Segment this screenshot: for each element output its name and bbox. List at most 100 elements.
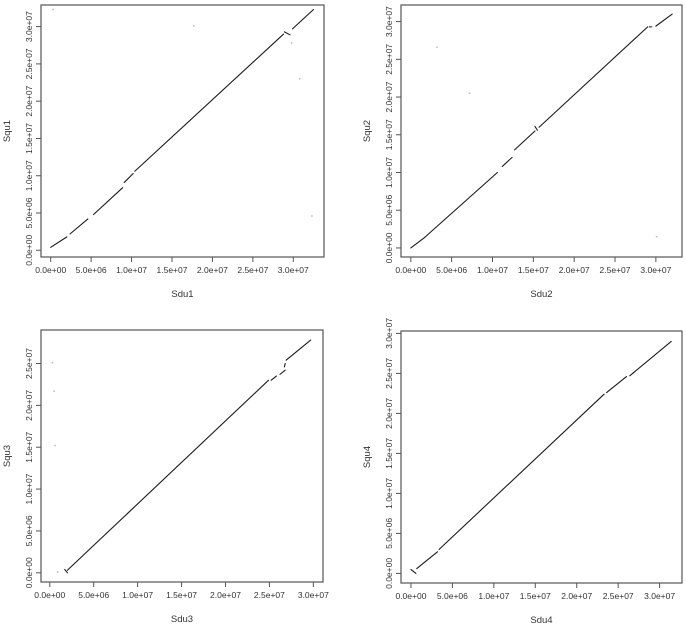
- plot-frame: [400, 330, 683, 584]
- x-tick-label: 5.0e+06: [78, 590, 109, 600]
- x-tick-label: 0.0e+00: [395, 265, 426, 275]
- alignment-segment: [424, 171, 498, 238]
- alignment-segment: [655, 13, 673, 27]
- outlier-points: [52, 8, 313, 217]
- outlier-point: [290, 42, 293, 44]
- outlier-point: [52, 8, 55, 11]
- alignment-segment: [606, 376, 628, 394]
- outlier-point: [468, 92, 471, 95]
- alignment-segment: [285, 339, 312, 361]
- x-tick-label: 5.0e+06: [76, 265, 107, 275]
- alignment-segment: [416, 551, 439, 570]
- x-tick-label: 0.0e+00: [34, 590, 65, 600]
- y-tick-label: 1.0e+07: [24, 473, 34, 504]
- alignment-segment: [50, 236, 68, 248]
- outlier-point: [56, 571, 59, 573]
- x-tick-label: 1.5e+07: [520, 591, 551, 601]
- y-tick-label: 2.5e+07: [384, 358, 394, 389]
- y-axis-label: Squ4: [362, 446, 373, 468]
- y-axis: 0.0e+00 5.0e+06 1.0e+07 1.5e+07 2.0e+07 2.5e+…: [24, 348, 41, 588]
- y-tick-label: 5.0e+06: [24, 197, 34, 228]
- x-tick-label: 3.0e+07: [644, 591, 675, 601]
- y-tick-label: 1.5e+07: [24, 123, 34, 154]
- plot-frame: [40, 329, 324, 583]
- alignment-segment: [513, 130, 536, 151]
- y-tick-label: 3.0e+07: [24, 11, 34, 42]
- y-tick-label: 2.5e+07: [24, 348, 34, 379]
- x-tick-label: 2.0e+07: [559, 265, 590, 275]
- y-axis: 0.0e+00 5.0e+06 1.0e+07 1.5e+07 2.0e+07 2.5e+…: [384, 6, 401, 263]
- dotplot-panel-3: 0.0e+00 5.0e+06 1.0e+07 1.5e+07 2.0e+07 2.5e+…: [2, 329, 329, 624]
- y-axis-label: Squ2: [362, 120, 373, 142]
- x-tick-label: 5.0e+06: [436, 265, 467, 275]
- x-tick-label: 3.0e+07: [278, 265, 309, 275]
- y-tick-label: 1.0e+07: [24, 160, 34, 191]
- alignment-segment: [64, 568, 68, 574]
- y-tick-label: 2.0e+07: [384, 81, 394, 112]
- x-axis-label: Sdu1: [171, 289, 193, 300]
- x-tick-label: 1.0e+07: [478, 591, 509, 601]
- alignment-segment: [93, 187, 124, 216]
- alignment-segment: [501, 156, 513, 168]
- y-tick-label: 5.0e+06: [24, 515, 34, 546]
- outlier-point: [54, 444, 56, 447]
- y-tick-label: 1.0e+07: [384, 157, 394, 188]
- x-tick-label: 3.0e+07: [640, 265, 671, 275]
- alignment-segment: [410, 568, 417, 574]
- x-tick-label: 2.5e+07: [600, 265, 631, 275]
- x-tick-label: 2.5e+07: [254, 590, 285, 600]
- alignment-segments: [410, 13, 673, 249]
- y-tick-label: 0.0e+00: [384, 558, 394, 589]
- y-tick-label: 0.0e+00: [384, 232, 394, 263]
- outlier-points: [436, 46, 658, 238]
- plot-frame: [40, 4, 325, 258]
- alignment-segment: [291, 8, 315, 30]
- x-tick-label: 2.0e+07: [561, 591, 592, 601]
- x-tick-label: 0.0e+00: [35, 265, 66, 275]
- y-axis-label: Squ3: [2, 445, 13, 467]
- y-tick-label: 3.0e+07: [384, 318, 394, 349]
- alignment-segment: [270, 375, 277, 381]
- y-tick-label: 1.5e+07: [384, 438, 394, 469]
- x-tick-label: 2.5e+07: [603, 591, 634, 601]
- y-tick-label: 0.0e+00: [24, 235, 34, 266]
- alignment-segment: [538, 26, 649, 128]
- x-tick-label: 2.0e+07: [197, 265, 228, 275]
- outlier-point: [298, 77, 301, 80]
- x-axis-label: Sdu4: [530, 615, 552, 624]
- y-tick-label: 1.5e+07: [384, 119, 394, 150]
- alignment-segments: [64, 339, 312, 574]
- y-tick-label: 1.5e+07: [24, 431, 34, 462]
- x-tick-label: 5.0e+06: [437, 591, 468, 601]
- alignment-segment: [69, 218, 89, 235]
- outlier-point: [310, 215, 313, 217]
- y-tick-label: 5.0e+06: [384, 194, 394, 225]
- outlier-points: [51, 361, 59, 573]
- x-tick-label: 0.0e+00: [395, 591, 426, 601]
- x-tick-label: 1.5e+07: [518, 265, 549, 275]
- alignment-segment: [438, 393, 605, 550]
- x-tick-label: 1.5e+07: [166, 590, 197, 600]
- y-tick-label: 2.0e+07: [24, 85, 34, 116]
- outlier-point: [192, 24, 195, 27]
- x-axis: 0.0e+00 5.0e+06 1.0e+07 1.5e+07 2.0e+07 2.5e+…: [395, 257, 672, 275]
- alignment-segment: [279, 369, 286, 375]
- x-axis: 0.0e+00 5.0e+06 1.0e+07 1.5e+07 2.0e+07 2.5e+…: [35, 257, 309, 275]
- y-tick-label: 0.0e+00: [24, 557, 34, 588]
- x-axis-label: Sdu2: [530, 289, 552, 300]
- y-axis-label: Squ1: [2, 120, 13, 142]
- y-axis: 0.0e+00 5.0e+06 1.0e+07 1.5e+07 2.0e+07 2.5e+…: [24, 11, 41, 266]
- alignment-segment: [629, 340, 672, 377]
- dotplot-panel-2: 0.0e+00 5.0e+06 1.0e+07 1.5e+07 2.0e+07 2.5e+…: [362, 4, 683, 300]
- dotplot-panel-1: 0.0e+00 5.0e+06 1.0e+07 1.5e+07 2.0e+07 2.5e+…: [2, 4, 325, 300]
- y-tick-label: 1.0e+07: [384, 478, 394, 509]
- x-tick-label: 1.0e+07: [116, 265, 147, 275]
- alignment-segment: [123, 172, 134, 183]
- plot-frame: [400, 4, 683, 258]
- outlier-point: [655, 235, 658, 238]
- outlier-point: [51, 361, 54, 364]
- y-tick-label: 5.0e+06: [384, 518, 394, 549]
- x-axis: 0.0e+00 5.0e+06 1.0e+07 1.5e+07 2.0e+07 2.5e+…: [34, 582, 329, 600]
- x-tick-label: 2.5e+07: [237, 265, 268, 275]
